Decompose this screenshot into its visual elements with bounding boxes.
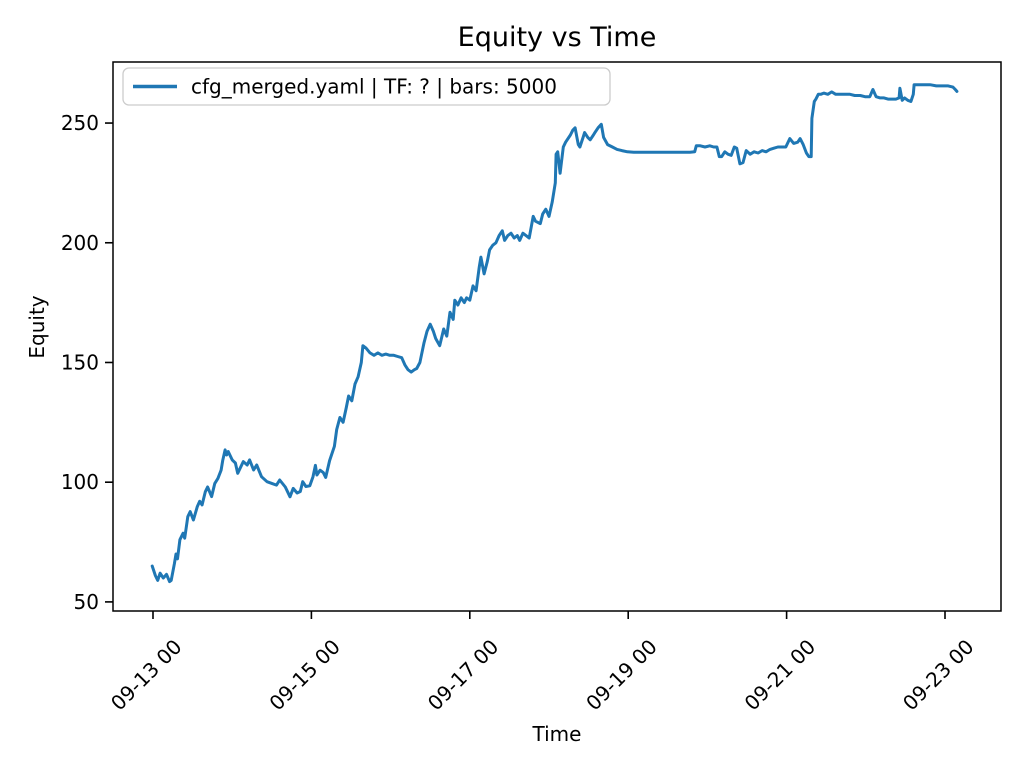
y-tick-label: 200 — [61, 231, 99, 255]
x-tick-label: 09-15 00 — [264, 635, 345, 716]
y-tick-label: 50 — [74, 590, 99, 614]
legend-box — [122, 67, 611, 106]
x-tick-label: 09-23 00 — [898, 635, 979, 716]
y-tick-label: 150 — [61, 350, 99, 374]
chart-title: Equity vs Time — [458, 22, 657, 53]
x-tick-label: 09-19 00 — [581, 635, 662, 716]
x-tick-label: 09-13 00 — [106, 635, 187, 716]
series-layer — [150, 83, 959, 584]
x-tick-label: 09-17 00 — [423, 635, 504, 716]
x-tick-label: 09-21 00 — [740, 635, 821, 716]
equity-series-line — [150, 83, 959, 584]
y-tick-label: 250 — [61, 111, 99, 135]
y-axis-label: Equity — [25, 295, 49, 358]
legend: cfg_merged.yaml | TF: ? | bars: 5000 — [122, 67, 611, 106]
x-axis-label: Time — [532, 722, 582, 746]
plot-border — [112, 61, 1002, 612]
axes-layer: 09-13 00 09-15 00 09-17 00 09-19 00 09-21 00… — [61, 111, 979, 715]
legend-label: cfg_merged.yaml | TF: ? | bars: 5000 — [191, 75, 557, 99]
y-tick-label: 100 — [61, 470, 99, 494]
